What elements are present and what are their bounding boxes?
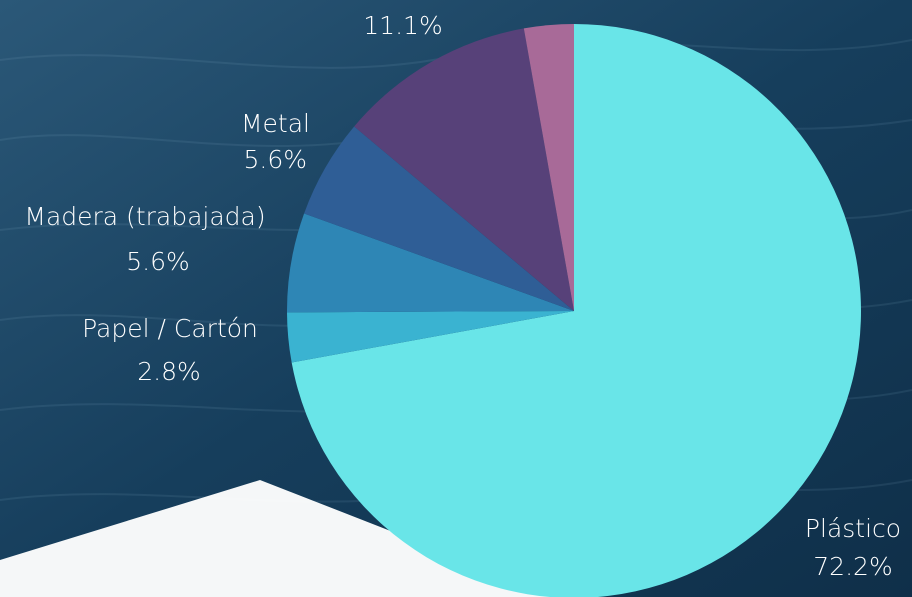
slice-label-madera-name: Madera (trabajada) — [24, 202, 265, 231]
slice-label-plastico-name: Plástico — [805, 514, 901, 543]
slice-label-other-percent: 11.1% — [363, 11, 442, 40]
pie-slice-metal — [304, 126, 574, 311]
pie-slice-plastico — [291, 24, 861, 597]
slice-label-madera-percent: 5.6% — [126, 247, 190, 276]
slice-label-papel-name: Papel / Cartón — [82, 314, 258, 343]
slice-label-metal-percent: 5.6% — [243, 145, 307, 174]
pie-slice-other-small — [523, 24, 574, 311]
slice-label-plastico-percent: 72.2% — [813, 552, 892, 581]
slice-label-papel-percent: 2.8% — [137, 357, 201, 386]
slice-label-metal-name: Metal — [241, 109, 310, 138]
pie-slice-madera-trabajada — [286, 213, 574, 313]
pie-slice-papel-carton — [287, 311, 574, 363]
pie-slice-other — [354, 28, 574, 311]
